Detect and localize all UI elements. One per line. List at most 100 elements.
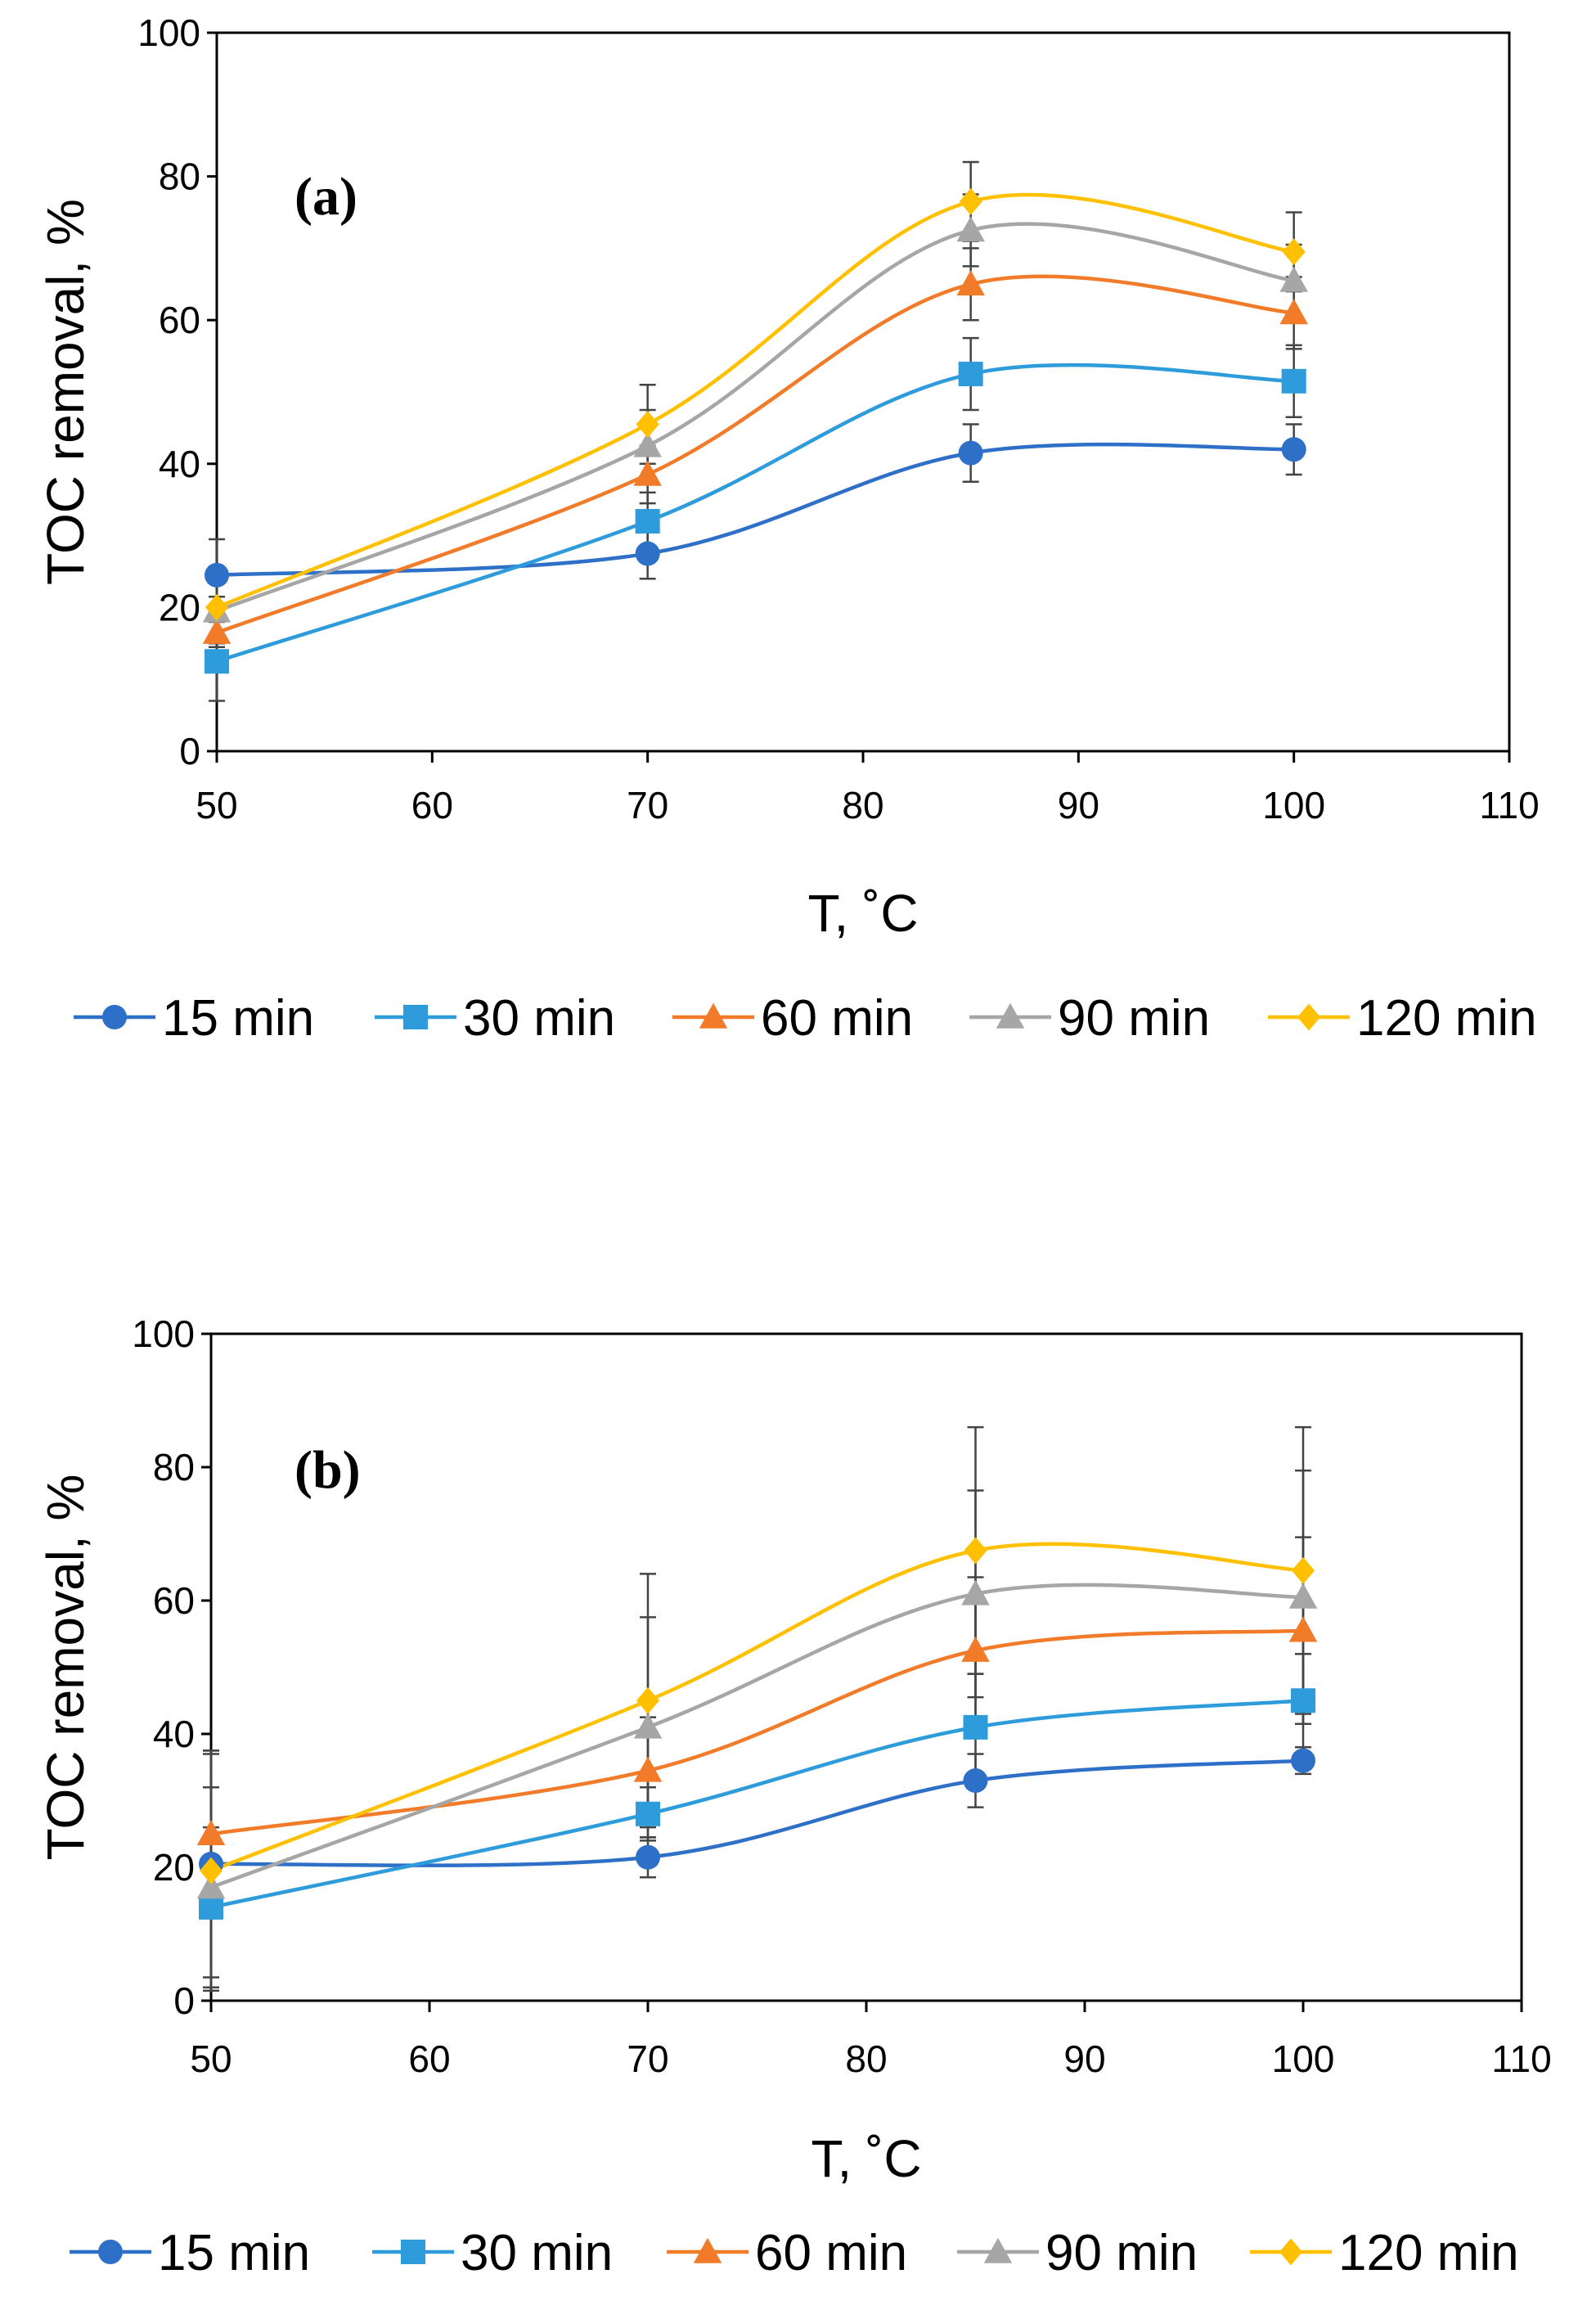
y-tick-label: 0 <box>179 730 200 772</box>
data-point <box>636 1844 660 1870</box>
x-tick-label: 70 <box>627 2038 668 2080</box>
legend-label: 60 min <box>755 2225 907 2281</box>
data-point <box>636 1686 660 1714</box>
legend: 15 min 30 min 60 min 90 min 120 min <box>70 2225 1519 2281</box>
legend-label: 15 min <box>158 2225 310 2281</box>
series-line-90-min <box>216 222 1295 613</box>
legend-item-120-min: 120 min <box>1250 2225 1519 2281</box>
legend-item-30-min: 30 min <box>375 990 615 1047</box>
y-axis-title: TOC removal, % <box>36 1475 95 1861</box>
chart-panel-b: 0 20 40 60 80 100 50 60 70 80 90 100 110 T, ˚C TOC rem… <box>36 1313 1552 2281</box>
data-point <box>961 1579 990 1605</box>
series-markers-120-min <box>205 187 1306 621</box>
legend-item-15-min: 15 min <box>70 2225 310 2281</box>
legend-label: 90 min <box>1045 2225 1198 2281</box>
legend-label: 120 min <box>1338 2225 1519 2281</box>
legend-label: 90 min <box>1058 990 1210 1047</box>
legend-marker <box>699 1002 728 1029</box>
data-point <box>196 1820 226 1846</box>
data-point <box>963 1768 988 1794</box>
series-line-90-min <box>210 1583 1304 1889</box>
series-markers-30-min <box>205 362 1306 674</box>
legend-marker <box>983 2237 1013 2263</box>
x-tick-label: 100 <box>1272 2038 1335 2080</box>
x-tick-label: 110 <box>1479 784 1539 826</box>
series-line-30-min <box>216 362 1294 664</box>
error-bars-30-min <box>209 336 1302 702</box>
x-tick-label: 80 <box>842 784 883 826</box>
legend-label: 120 min <box>1356 990 1537 1047</box>
data-point <box>1281 368 1306 394</box>
data-point <box>205 649 229 674</box>
series-markers-30-min <box>199 1688 1315 1920</box>
data-point <box>633 431 662 457</box>
x-tick-label: 50 <box>196 784 237 826</box>
series-line-60-min <box>216 274 1294 635</box>
data-point <box>1279 266 1308 292</box>
y-tick-label: 60 <box>153 1579 195 1622</box>
legend-item-60-min: 60 min <box>672 990 913 1047</box>
legend-label: 15 min <box>162 990 314 1047</box>
x-tick-label: 110 <box>1491 2038 1551 2080</box>
data-point <box>1288 1583 1318 1609</box>
y-tick-label: 20 <box>153 1846 195 1889</box>
legend-label: 60 min <box>761 990 913 1047</box>
legend-item-90-min: 90 min <box>969 990 1210 1047</box>
y-tick-label: 60 <box>159 299 200 341</box>
legend-marker <box>693 2237 722 2263</box>
series-markers-90-min <box>202 216 1308 623</box>
x-axis-title: T, ˚C <box>811 2129 921 2188</box>
data-point <box>958 440 983 466</box>
data-point <box>1291 1748 1315 1773</box>
data-point <box>199 1894 223 1920</box>
data-point <box>1279 299 1308 325</box>
y-tick-label: 100 <box>137 11 200 54</box>
legend: 15 min 30 min 60 min 90 min 120 min <box>74 990 1537 1047</box>
series-markers-120-min <box>199 1537 1315 1884</box>
y-tick-label: 40 <box>159 443 200 485</box>
y-tick-label: 80 <box>153 1446 195 1488</box>
legend-item-120-min: 120 min <box>1268 990 1537 1047</box>
legend-item-60-min: 60 min <box>667 2225 907 2281</box>
series-line-60-min <box>210 1628 1304 1836</box>
legend-marker <box>102 1005 127 1029</box>
data-point <box>196 1873 226 1899</box>
data-point <box>635 509 660 534</box>
data-point <box>956 216 985 242</box>
data-point <box>205 562 229 588</box>
legend-item-15-min: 15 min <box>74 990 314 1047</box>
data-point <box>635 541 660 566</box>
series-markers-15-min <box>205 437 1306 588</box>
x-tick-label: 60 <box>411 784 453 826</box>
data-point <box>958 362 983 387</box>
data-point <box>199 1857 223 1884</box>
data-point <box>1291 1556 1315 1584</box>
panel-label: (b) <box>294 1440 361 1500</box>
data-point <box>964 1537 987 1565</box>
error-bars-30-min <box>203 1652 1311 1988</box>
data-point <box>633 1713 663 1739</box>
y-tick-label: 100 <box>132 1313 195 1355</box>
legend-item-30-min: 30 min <box>372 2225 613 2281</box>
series-line-15-min <box>210 1758 1304 1867</box>
series-markers-90-min <box>196 1579 1318 1899</box>
y-tick-label: 40 <box>153 1713 195 1755</box>
data-point <box>636 411 659 439</box>
x-axis-title: T, ˚C <box>807 884 918 943</box>
legend-marker <box>401 2240 425 2264</box>
legend-item-90-min: 90 min <box>957 2225 1198 2281</box>
error-bars-60-min <box>209 247 1302 670</box>
panel-label: (a) <box>294 167 357 227</box>
data-point <box>1281 437 1306 462</box>
y-tick-label: 20 <box>159 586 200 628</box>
data-point <box>636 1801 660 1826</box>
y-axis-title: TOC removal, % <box>36 199 95 585</box>
data-point <box>963 1714 988 1740</box>
data-point <box>1288 1616 1318 1642</box>
data-point <box>633 460 662 486</box>
error-bars-15-min <box>209 423 1302 613</box>
data-point <box>202 618 232 644</box>
legend-label: 30 min <box>463 990 615 1047</box>
data-point <box>1291 1688 1315 1713</box>
data-point <box>633 1756 663 1782</box>
